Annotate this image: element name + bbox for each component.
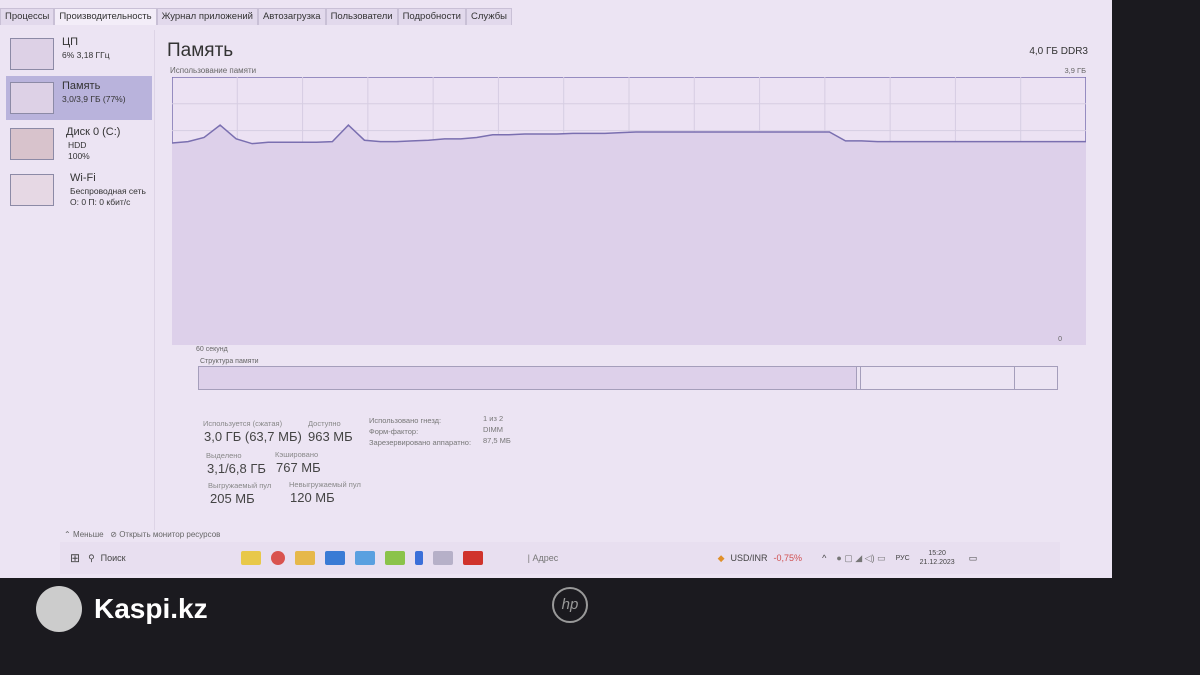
sidebar-item-cpu[interactable]: ЦП 6% 3,18 ГГц — [6, 32, 152, 76]
resource-sidebar: ЦП 6% 3,18 ГГц Память 3,0/3,9 ГБ (77%) Дис… — [0, 30, 155, 530]
reserved-value: 87,5 МБ — [483, 436, 511, 445]
tray-chevron-icon[interactable]: ^ — [822, 553, 827, 563]
standby-segment — [861, 367, 1015, 389]
form-factor-label: Форм-фактор: — [369, 427, 419, 436]
slots-value: 1 из 2 — [483, 414, 504, 423]
ticker-label[interactable]: USD/INR — [730, 553, 768, 563]
sidebar-item-wifi[interactable]: Wi-Fi Беспроводная сеть О: 0 П: 0 кбит/с — [6, 168, 152, 212]
usage-area — [172, 125, 1086, 345]
free-segment — [1015, 367, 1057, 389]
label: Wi-Fi — [70, 172, 96, 184]
file-explorer-icon[interactable] — [294, 551, 315, 565]
tray-icons[interactable]: ● ▢ ◢ ◁) ▭ — [836, 552, 886, 563]
resource-monitor-label: Открыть монитор ресурсов — [119, 530, 221, 539]
cpu-thumbnail — [10, 38, 54, 70]
tab-services[interactable]: Службы — [466, 8, 512, 25]
fewer-details-label: Меньше — [72, 530, 104, 539]
in-use-value: 3,0 ГБ (63,7 МБ) — [204, 429, 302, 444]
usage-line — [172, 124, 1086, 145]
tab-startup[interactable]: Автозагрузка — [257, 8, 326, 25]
memory-structure-label: Структура памяти — [200, 358, 259, 365]
tab-performance[interactable]: Производительность — [54, 8, 157, 25]
committed-label: Выделено — [206, 451, 242, 460]
notifications-icon[interactable]: ▭ — [968, 552, 978, 563]
wifi-type: Беспроводная сеть — [70, 186, 146, 196]
memory-structure-bar — [198, 366, 1058, 390]
clock[interactable]: 15:20 21.12.2023 — [920, 549, 955, 567]
memory-type: 4,0 ГБ DDR3 — [1029, 46, 1088, 57]
chrome-icon[interactable] — [270, 551, 285, 565]
cached-value: 767 МБ — [276, 460, 321, 475]
modified-segment — [857, 367, 861, 389]
footer: ⌃ Меньше ⊘ Открыть монитор ресурсов — [64, 530, 220, 539]
address-label: Адрес — [532, 553, 559, 563]
tab-users[interactable]: Пользователи — [325, 8, 398, 25]
copilot-icon[interactable] — [240, 551, 261, 565]
form-factor-value: DIMM — [483, 425, 503, 434]
wifi-thumbnail — [10, 174, 54, 206]
watermark-text: Kaspi.kz — [94, 593, 208, 624]
tab-bar: Процессы Производительность Журнал прило… — [0, 8, 512, 25]
reserved-label: Зарезервировано аппаратно: — [369, 438, 472, 447]
sidebar-item-disk[interactable]: Диск 0 (C:) HDD 100% — [6, 122, 152, 166]
value: Беспроводная сеть О: 0 П: 0 кбит/с — [70, 186, 146, 208]
language-indicator[interactable]: РУС — [895, 554, 910, 562]
tab-details[interactable]: Подробности — [397, 8, 466, 25]
open-resource-monitor-link[interactable]: ⊘ Открыть монитор ресурсов — [110, 530, 221, 539]
available-value: 963 МБ — [308, 429, 353, 444]
mail-icon[interactable] — [324, 551, 345, 565]
cached-label: Кэшировано — [275, 450, 319, 459]
disk-type: HDD — [68, 140, 87, 150]
tab-processes[interactable]: Процессы — [0, 8, 55, 25]
taskbar: ⊞ ⚲ Поиск | Адрес ◆ USD/INR -0,75% ^ ● ▢… — [60, 542, 1060, 574]
search-icon: ⚲ — [88, 552, 95, 563]
label: Диск 0 (C:) — [66, 126, 121, 138]
sidebar-item-memory[interactable]: Память 3,0/3,9 ГБ (77%) — [6, 76, 152, 120]
value: 6% 3,18 ГГц — [62, 50, 110, 60]
nonpaged-pool-label: Невыгружаемый пул — [289, 480, 361, 489]
wifi-speed: О: 0 П: 0 кбит/с — [70, 197, 131, 207]
disk-thumbnail — [10, 128, 54, 160]
start-button[interactable]: ⊞ — [70, 551, 81, 565]
date: 21.12.2023 — [919, 559, 955, 566]
network-app-icon[interactable] — [432, 551, 453, 565]
disk-usage: 100% — [68, 151, 90, 161]
graph-zero-label: 0 — [1058, 336, 1062, 343]
page-title: Память — [167, 40, 234, 61]
hp-logo: hp — [552, 587, 588, 623]
opera-icon[interactable] — [462, 551, 483, 565]
ticker-change: -0,75% — [773, 553, 803, 563]
graph-label: Использование памяти — [170, 66, 257, 75]
task-manager-screen: Процессы Производительность Журнал прило… — [0, 0, 1112, 578]
label: Память — [62, 80, 101, 92]
fewer-details-button[interactable]: ⌃ Меньше — [64, 530, 104, 539]
paged-pool-label: Выгружаемый пул — [208, 481, 272, 490]
in-use-segment — [199, 367, 857, 389]
paged-pool-value: 205 МБ — [210, 491, 255, 506]
committed-value: 3,1/6,8 ГБ — [207, 461, 266, 476]
graph-max-label: 3,9 ГБ — [1064, 66, 1087, 75]
available-label: Доступно — [308, 419, 341, 428]
in-use-label: Используется (сжатая) — [203, 419, 283, 428]
tab-app-history[interactable]: Журнал приложений — [156, 8, 258, 25]
weather-icon: ◆ — [717, 552, 725, 563]
kaspi-watermark: Kaspi.kz — [36, 586, 208, 632]
kaspi-logo-icon — [36, 586, 82, 632]
value: HDD 100% — [68, 140, 90, 162]
task-manager-icon[interactable] — [414, 551, 423, 565]
time-span-label: 60 секунд — [196, 346, 228, 353]
address-bar[interactable]: | Адрес — [527, 553, 559, 563]
nonpaged-pool-value: 120 МБ — [290, 490, 335, 505]
app-icon[interactable] — [384, 551, 405, 565]
value: 3,0/3,9 ГБ (77%) — [62, 94, 126, 104]
search-box[interactable]: Поиск — [100, 553, 126, 563]
slots-label: Использовано гнезд: — [369, 416, 442, 425]
memory-usage-graph — [172, 77, 1086, 345]
memory-thumbnail — [10, 82, 54, 114]
label: ЦП — [62, 36, 79, 48]
store-icon[interactable] — [354, 551, 375, 565]
time: 15:20 — [928, 550, 946, 557]
